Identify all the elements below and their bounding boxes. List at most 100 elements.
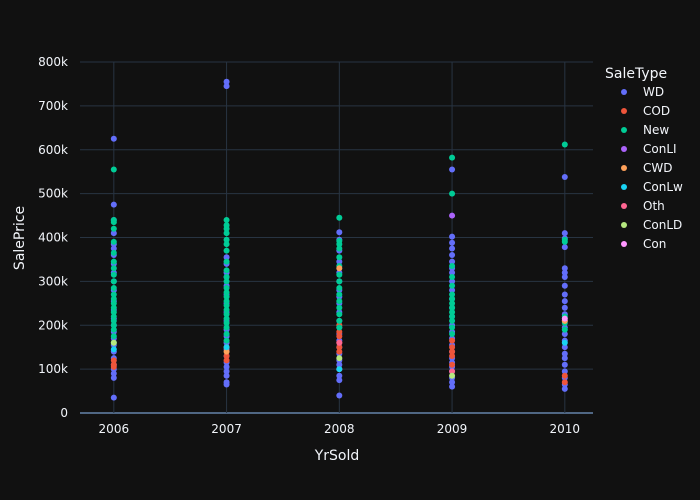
data-point: [449, 348, 456, 355]
data-point: [223, 254, 230, 261]
data-point: [223, 278, 230, 285]
legend-item-conli[interactable]: ConLI: [621, 142, 677, 156]
data-point: [449, 278, 456, 285]
data-point: [561, 379, 568, 386]
data-point: [561, 269, 568, 276]
data-point: [223, 357, 230, 364]
data-point: [336, 311, 343, 318]
y-tick-label: 700k: [38, 99, 68, 113]
data-point: [561, 368, 568, 375]
y-tick-label: 400k: [38, 231, 68, 245]
data-point: [223, 311, 230, 318]
data-point: [223, 344, 230, 351]
legend: SaleType WD COD New ConLI CWD ConLw Oth ConLD Co…: [605, 66, 683, 251]
legend-marker: [621, 165, 627, 171]
data-point: [449, 287, 456, 294]
data-point: [110, 295, 117, 302]
data-point: [336, 245, 343, 252]
data-point: [561, 385, 568, 392]
data-point: [110, 304, 117, 311]
series-con: [561, 315, 568, 322]
data-point: [561, 331, 568, 338]
data-point: [223, 306, 230, 313]
legend-item-con[interactable]: Con: [621, 237, 666, 251]
y-tick-label: 600k: [38, 143, 68, 157]
data-point: [449, 233, 456, 240]
data-point: [449, 344, 456, 351]
y-axis-ticks: 0 100k 200k 300k 400k 500k 600k 700k 800k: [38, 55, 68, 420]
data-point: [110, 357, 117, 364]
data-point: [223, 368, 230, 375]
data-point: [223, 247, 230, 254]
data-point: [561, 326, 568, 333]
data-point: [110, 201, 117, 208]
data-point: [223, 78, 230, 85]
y-tick-label: 500k: [38, 187, 68, 201]
series-new: [110, 141, 568, 346]
legend-label: Oth: [643, 199, 665, 213]
series-cwd: [223, 265, 568, 355]
data-point: [449, 269, 456, 276]
data-point: [336, 291, 343, 298]
data-point: [336, 348, 343, 355]
data-point: [336, 304, 343, 311]
data-point: [449, 154, 456, 161]
data-point: [110, 225, 117, 232]
legend-item-cod[interactable]: COD: [621, 104, 670, 118]
legend-item-conld[interactable]: ConLD: [621, 218, 682, 232]
legend-item-oth[interactable]: Oth: [621, 199, 665, 213]
data-point: [110, 245, 117, 252]
legend-item-new[interactable]: New: [621, 123, 669, 137]
data-point: [449, 309, 456, 316]
data-point: [110, 317, 117, 324]
legend-marker: [621, 108, 627, 114]
data-point: [110, 230, 117, 237]
data-point: [336, 214, 343, 221]
data-point: [449, 352, 456, 359]
legend-marker: [621, 222, 627, 228]
data-point: [561, 173, 568, 180]
data-point: [336, 298, 343, 305]
data-point: [223, 236, 230, 243]
data-point: [223, 352, 230, 359]
legend-label: New: [643, 123, 669, 137]
data-point: [223, 289, 230, 296]
y-tick-label: 0: [60, 406, 68, 420]
legend-label: ConLI: [643, 142, 677, 156]
data-point: [561, 304, 568, 311]
data-point: [449, 252, 456, 259]
data-point: [449, 304, 456, 311]
data-point: [561, 230, 568, 237]
x-tick-label: 2009: [437, 422, 468, 436]
data-point: [449, 383, 456, 390]
legend-label: COD: [643, 104, 670, 118]
data-point: [223, 320, 230, 327]
data-point: [110, 339, 117, 346]
data-point: [223, 315, 230, 322]
data-point: [110, 135, 117, 142]
data-point: [449, 258, 456, 265]
data-point: [336, 392, 343, 399]
data-point: [449, 313, 456, 320]
data-point: [336, 271, 343, 278]
data-point: [449, 166, 456, 173]
data-point: [336, 238, 343, 245]
legend-item-wd[interactable]: WD: [621, 85, 664, 99]
data-point: [223, 273, 230, 280]
data-point: [110, 284, 117, 291]
data-point: [336, 278, 343, 285]
legend-marker: [621, 241, 627, 247]
data-point: [449, 263, 456, 270]
legend-item-cwd[interactable]: CWD: [621, 161, 672, 175]
legend-item-conlw[interactable]: ConLw: [621, 180, 683, 194]
data-point: [336, 333, 343, 340]
data-point: [336, 258, 343, 265]
data-point: [110, 300, 117, 307]
data-point: [449, 190, 456, 197]
data-point: [110, 309, 117, 316]
data-point: [110, 370, 117, 377]
series-conli: [449, 212, 456, 219]
legend-label: CWD: [643, 161, 672, 175]
data-point: [336, 229, 343, 236]
